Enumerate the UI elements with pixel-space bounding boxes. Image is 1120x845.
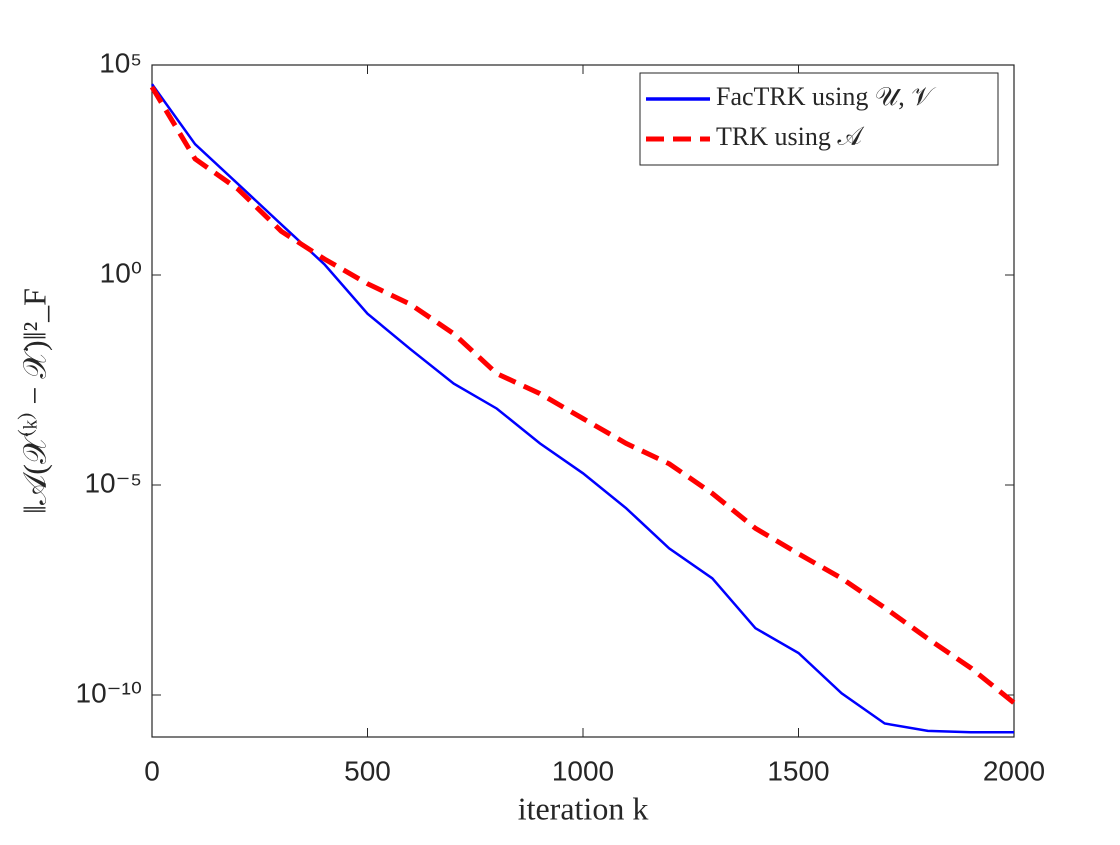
y-tick-label: 10⁻⁵ [84, 467, 142, 498]
y-tick-label: 10⁰ [100, 257, 142, 288]
x-tick-label: 1000 [552, 755, 614, 786]
legend-label: TRK using 𝒜 [716, 122, 864, 151]
x-tick-label: 1500 [767, 755, 829, 786]
x-tick-label: 500 [344, 755, 391, 786]
y-axis-label: ‖𝒜(𝒳⁽ᵏ⁾ − 𝒳)‖²_F [16, 288, 52, 514]
x-axis-label: iteration k [518, 790, 649, 826]
series-line [150, 83, 1014, 734]
x-tick-label: 0 [144, 755, 160, 786]
series-line [149, 85, 1016, 705]
legend-label: FacTRK using 𝒰, 𝒱 [716, 82, 936, 111]
y-tick-label: 10⁻¹⁰ [76, 677, 142, 708]
plot-area [151, 64, 1015, 738]
y-tick-label: 10⁵ [99, 47, 142, 78]
legend-box [639, 72, 999, 166]
x-tick-label: 2000 [983, 755, 1045, 786]
legend: FacTRK using 𝒰, 𝒱 TRK using 𝒜 [639, 72, 999, 166]
